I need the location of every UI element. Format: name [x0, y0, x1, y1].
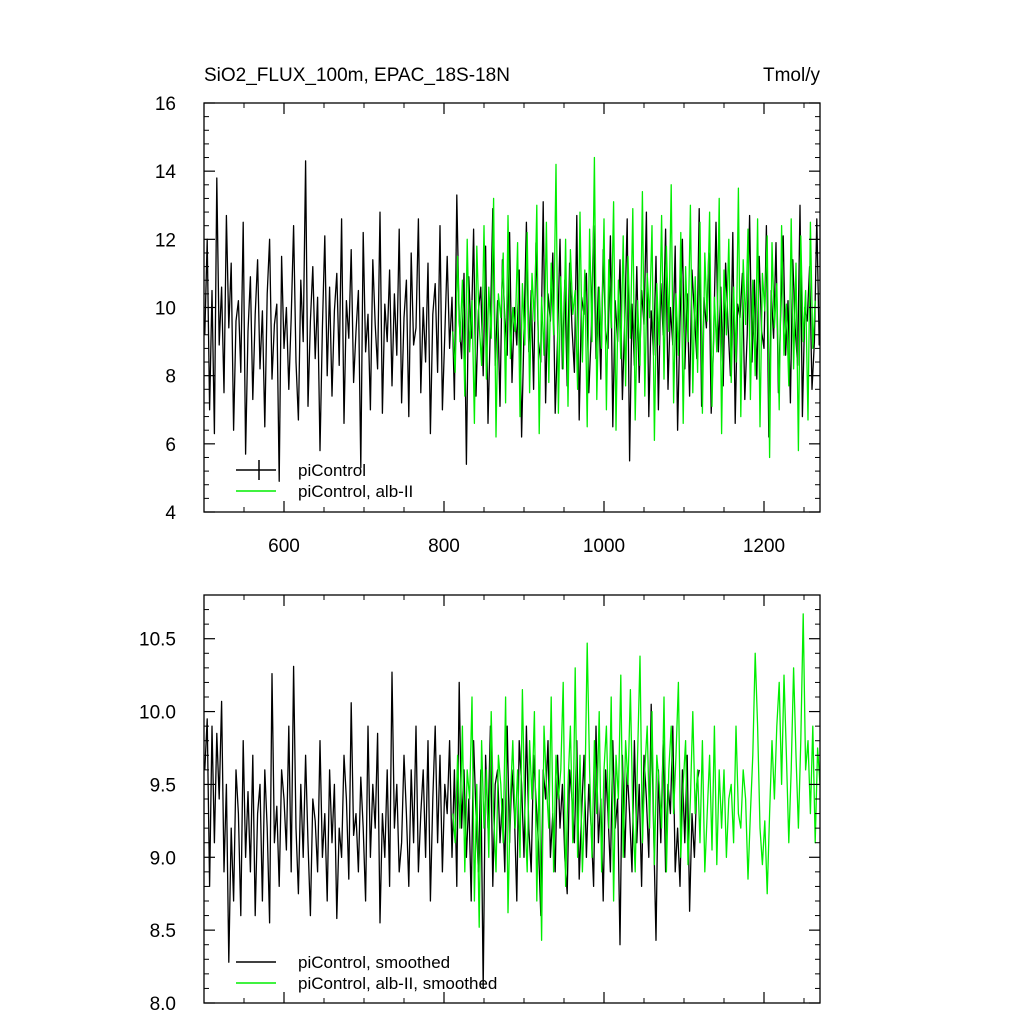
top-series-line-1	[452, 156, 816, 459]
bottom-y-tick-label: 9.0	[150, 848, 176, 869]
top-axes: 600 800 1000 1200 4 6 8 10 12 14 16	[155, 94, 821, 557]
units-label: Tmol/y	[763, 65, 821, 86]
bottom-legend: piControl, smoothed piControl, alb-II, s…	[236, 953, 497, 993]
top-x-tick-label: 600	[268, 536, 300, 557]
bottom-plot-lines	[204, 613, 820, 990]
top-x-tick-label: 1200	[743, 536, 785, 557]
top-y-tick-label: 14	[155, 162, 177, 183]
bottom-y-tick-label: 10.5	[139, 630, 176, 651]
top-legend-label-picontrol: piControl	[298, 461, 366, 480]
bottom-series-line-0	[204, 665, 700, 990]
top-y-tick-label: 6	[165, 435, 176, 456]
bottom-y-tick-label: 9.5	[150, 775, 176, 796]
bottom-series-line-1	[452, 613, 820, 941]
top-x-tick-label: 800	[428, 536, 460, 557]
chart-title: SiO2_FLUX_100m, EPAC_18S-18N	[204, 65, 510, 86]
bottom-panel: 8.0 8.5 9.0 9.5 10.0 10.5 piControl, smoothed…	[139, 594, 821, 1015]
top-legend-label-alb-ii: piControl, alb-II	[298, 482, 413, 501]
bottom-y-tick-label: 8.5	[150, 921, 176, 942]
bottom-legend-label-picontrol: piControl, smoothed	[298, 953, 450, 972]
top-y-tick-label: 8	[165, 367, 176, 388]
top-legend: piControl piControl, alb-II	[236, 460, 413, 501]
top-panel: 600 800 1000 1200 4 6 8 10 12 14 16 piControl piCo…	[155, 94, 821, 557]
top-y-tick-label: 4	[165, 503, 176, 524]
bottom-axes: 8.0 8.5 9.0 9.5 10.0 10.5	[139, 594, 821, 1015]
top-y-tick-label: 12	[155, 230, 176, 251]
bottom-legend-label-alb-ii: piControl, alb-II, smoothed	[298, 974, 497, 993]
top-y-tick-label: 16	[155, 94, 176, 115]
top-y-tick-label: 10	[155, 299, 176, 320]
bottom-y-tick-label: 10.0	[139, 703, 176, 724]
top-x-tick-label: 1000	[583, 536, 625, 557]
top-plot-lines	[204, 156, 820, 482]
bottom-y-tick-label: 8.0	[150, 994, 176, 1015]
